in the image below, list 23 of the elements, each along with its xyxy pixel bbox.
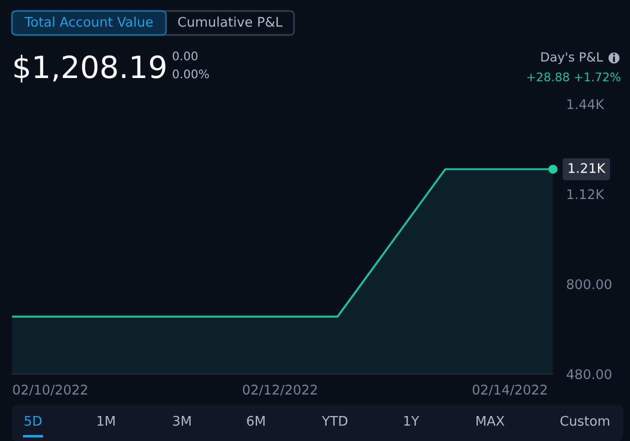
y-tick-label: 1.12K bbox=[568, 189, 604, 200]
text: YTD bbox=[322, 416, 348, 426]
text: 0.00% bbox=[172, 69, 209, 78]
text: 6M bbox=[247, 416, 265, 426]
text: MAX bbox=[476, 416, 504, 426]
text: $1,208.19 bbox=[14, 54, 166, 82]
text: 1M bbox=[98, 416, 115, 426]
text: 3M bbox=[173, 416, 191, 426]
text: 1Y bbox=[404, 416, 420, 426]
y-tick-label: 1.44K bbox=[568, 99, 604, 110]
chart-title: Total Account Value bbox=[24, 16, 153, 27]
x-tick-label: 02/12/2022 bbox=[242, 384, 317, 396]
text: Cumulative P&L bbox=[178, 16, 282, 27]
x-tick-label: 02/14/2022 bbox=[472, 384, 547, 396]
text: +28.88 +1.72% bbox=[527, 72, 620, 82]
y-tick-label: 480.00 bbox=[566, 369, 612, 380]
text: 5D bbox=[24, 416, 42, 426]
x-tick-label: 02/10/2022 bbox=[13, 384, 88, 396]
text: Custom bbox=[560, 416, 610, 426]
y-tick-label: 800.00 bbox=[566, 279, 612, 290]
text: Day's P&L bbox=[541, 52, 603, 64]
annotation: 1.21K bbox=[568, 163, 606, 173]
text: 0.00 bbox=[172, 51, 198, 60]
